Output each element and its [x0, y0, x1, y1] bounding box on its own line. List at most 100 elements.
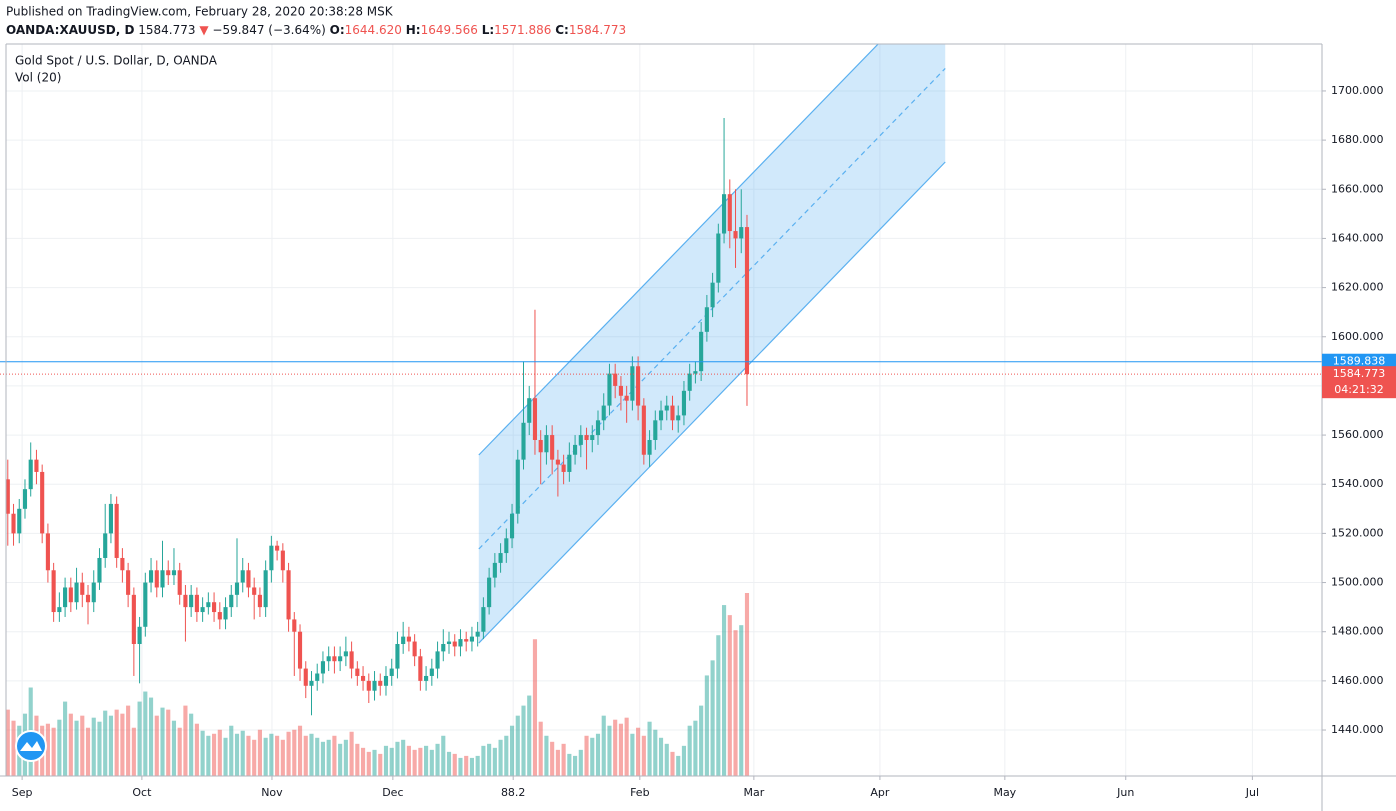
- candle-body: [194, 594, 199, 613]
- candle-body: [721, 194, 727, 234]
- countdown: 04:21:32: [1334, 383, 1383, 396]
- candle-body: [573, 444, 578, 455]
- candle-body: [492, 562, 497, 578]
- volume-bar: [452, 753, 457, 776]
- channel-upper: [478, 44, 879, 456]
- volume-bar: [360, 747, 366, 776]
- volume-bar: [492, 747, 497, 776]
- volume-bar: [275, 735, 280, 776]
- candle-body: [326, 656, 331, 662]
- volume-bar: [446, 751, 452, 776]
- volume-bar: [343, 739, 348, 776]
- volume-bar: [297, 725, 303, 776]
- volume-bar: [464, 755, 469, 776]
- candle-body: [40, 471, 45, 534]
- candle-body: [297, 631, 303, 669]
- candle-body: [681, 390, 687, 416]
- ohlc-key: O:: [330, 23, 345, 37]
- ohlc-value: 1571.886: [494, 23, 551, 37]
- candle-body: [578, 435, 583, 445]
- ohlc-key: L:: [482, 23, 494, 37]
- candle-body: [338, 656, 343, 662]
- volume-bar: [85, 727, 91, 776]
- candle-body: [103, 533, 108, 558]
- candle-body: [418, 656, 423, 681]
- candle-body: [699, 331, 704, 372]
- candle-body: [160, 570, 165, 588]
- candle-body: [51, 570, 56, 613]
- candle-body: [309, 680, 314, 686]
- candle-body: [263, 570, 268, 608]
- y-tick-label: 1460.000: [1331, 674, 1384, 687]
- ohlc-value: 1649.566: [421, 23, 478, 37]
- volume-bar: [280, 739, 285, 776]
- volume-bar: [166, 709, 171, 776]
- volume-bar: [613, 719, 618, 776]
- x-tick-label: Dec: [382, 786, 403, 799]
- volume-bar: [372, 749, 377, 776]
- candle-body: [332, 656, 337, 662]
- candle-body: [464, 639, 469, 642]
- candle-body: [704, 307, 709, 332]
- y-tick-label: 1600.000: [1331, 330, 1384, 343]
- ohlc-value: 1584.773: [569, 23, 626, 37]
- last-price-label: 1584.773: [1333, 367, 1386, 380]
- y-tick-label: 1660.000: [1331, 182, 1384, 195]
- volume-bar: [733, 630, 738, 776]
- channel-middle: [478, 68, 946, 550]
- volume-bar: [498, 739, 503, 776]
- volume-bar: [349, 731, 354, 776]
- volume-bar: [704, 675, 709, 776]
- pane-title: Gold Spot / U.S. Dollar, D, OANDA: [15, 54, 218, 68]
- volume-bar: [538, 721, 543, 776]
- volume-bar: [257, 729, 262, 776]
- y-tick-label: 1520.000: [1331, 526, 1384, 539]
- candle-body: [108, 503, 113, 534]
- volume-bar: [509, 725, 515, 776]
- candle-body: [166, 570, 171, 576]
- x-tick-label: Apr: [870, 786, 890, 799]
- candle-body: [555, 459, 560, 465]
- ohlc-value: 1644.620: [345, 23, 402, 37]
- volume-bar: [286, 731, 291, 776]
- volume-bar: [521, 705, 526, 776]
- volume-bar: [91, 717, 96, 776]
- change: −59.847 (−3.64%): [212, 23, 325, 37]
- volume-bar: [194, 723, 199, 776]
- candle-body: [257, 594, 262, 608]
- candle-body: [57, 607, 62, 613]
- volume-bar: [693, 720, 698, 776]
- candle-body: [286, 570, 291, 620]
- candle-body: [716, 233, 721, 283]
- volume-bar: [103, 710, 108, 776]
- candle-body: [126, 570, 131, 595]
- last-price-box: [1322, 366, 1396, 399]
- volume-bar: [418, 747, 423, 776]
- candle-body: [710, 282, 715, 308]
- volume-bar: [57, 719, 62, 776]
- symbol: OANDA:XAUUSD, D: [6, 23, 134, 37]
- candle-body: [143, 582, 148, 627]
- candle-body: [670, 405, 675, 421]
- candle-body: [17, 508, 22, 534]
- volume-bar: [395, 741, 400, 776]
- volume-bar: [269, 733, 274, 776]
- volume-bar: [441, 735, 446, 776]
- y-tick-label: 1440.000: [1331, 723, 1384, 736]
- volume-bar: [664, 743, 669, 776]
- volume-bar: [252, 739, 257, 776]
- candle-body: [498, 553, 503, 563]
- volume-bar: [527, 695, 532, 776]
- volume-bar: [240, 730, 245, 776]
- volume-bar: [595, 733, 601, 776]
- candle-body: [395, 644, 400, 669]
- candle-body: [630, 366, 635, 401]
- candle-body: [435, 651, 440, 669]
- volume-bar: [171, 720, 177, 776]
- candle-body: [567, 454, 572, 472]
- volume-bar: [555, 749, 560, 776]
- volume-bar: [51, 727, 56, 776]
- candle-body: [28, 459, 33, 490]
